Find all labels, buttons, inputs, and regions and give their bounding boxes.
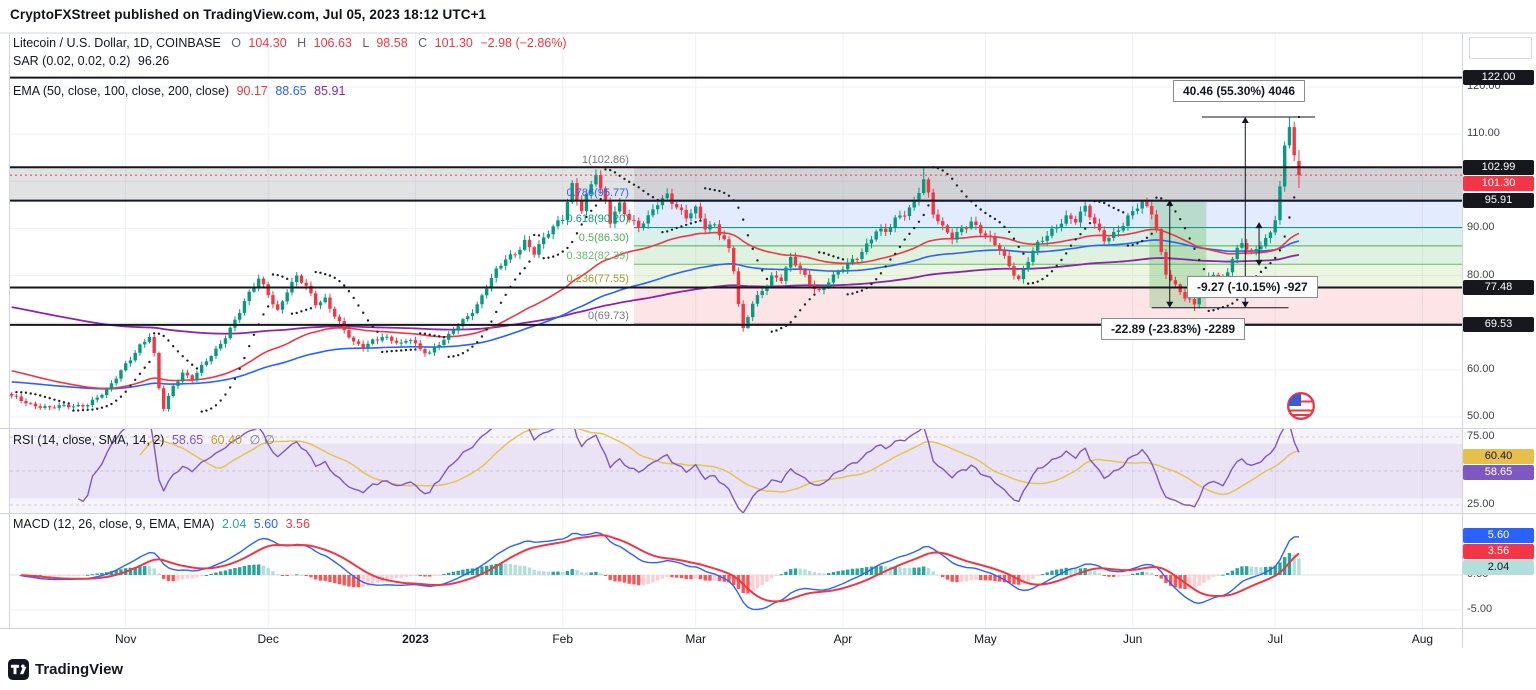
macd-title: MACD (12, 26, close, 9, EMA, EMA) bbox=[13, 517, 215, 531]
ema-title: EMA (50, close, 100, close, 200, close) bbox=[13, 84, 230, 98]
main-series-legend[interactable]: Litecoin / U.S. Dollar, 1D, COINBASE O 1… bbox=[13, 36, 567, 50]
ema-legend[interactable]: EMA (50, close, 100, close, 200, close) … bbox=[13, 84, 345, 98]
rsi-hidden-values: ∅ ∅ bbox=[249, 433, 275, 447]
tradingview-wordmark: TradingView bbox=[35, 661, 124, 678]
measurement-label-pullback[interactable]: -9.27 (-10.15%) -927 bbox=[1187, 276, 1318, 298]
macd-hist-value: 2.04 bbox=[221, 517, 247, 531]
ema200-value: 85.91 bbox=[314, 84, 346, 98]
rsi-value: 58.65 bbox=[171, 433, 204, 447]
ema100-value: 88.65 bbox=[275, 84, 307, 98]
measurement-label-rally[interactable]: 40.46 (55.30%) 4046 bbox=[1173, 80, 1306, 102]
macd-legend[interactable]: MACD (12, 26, close, 9, EMA, EMA) 2.04 5… bbox=[13, 517, 310, 531]
measurement-label-decline[interactable]: -22.89 (-23.83%) -2289 bbox=[1101, 318, 1246, 340]
ohlc-high-label: H bbox=[297, 36, 307, 50]
sar-title: SAR (0.02, 0.02, 0.2) bbox=[13, 54, 131, 68]
ohlc-close-label: C bbox=[418, 36, 428, 50]
macd-line-value: 5.60 bbox=[253, 517, 279, 531]
rsi-title: RSI (14, close, SMA, 14, 2) bbox=[13, 433, 165, 447]
ohlc-high-value: 106.63 bbox=[313, 36, 352, 50]
ohlc-close-value: 101.30 bbox=[434, 36, 473, 50]
tradingview-logo-icon bbox=[8, 659, 29, 680]
macd-signal-value: 3.56 bbox=[285, 517, 310, 531]
fxstreet-logo-icon bbox=[1286, 391, 1316, 426]
series-title: Litecoin / U.S. Dollar, 1D, COINBASE bbox=[13, 36, 221, 50]
ohlc-low-label: L bbox=[362, 36, 369, 50]
attribution-text: CryptoFXStreet published on TradingView.… bbox=[10, 7, 487, 22]
change-value: −2.98 (−2.86%) bbox=[480, 36, 567, 50]
ohlc-open-value: 104.30 bbox=[248, 36, 287, 50]
rsi-sma-value: 60.40 bbox=[210, 433, 242, 447]
rsi-legend[interactable]: RSI (14, close, SMA, 14, 2) 58.65 60.40 … bbox=[13, 432, 275, 447]
ohlc-open-label: O bbox=[231, 36, 241, 50]
corner-toolbar[interactable] bbox=[1469, 37, 1532, 59]
ohlc-low-value: 98.58 bbox=[376, 36, 408, 50]
sar-legend[interactable]: SAR (0.02, 0.02, 0.2) 96.26 bbox=[13, 54, 169, 68]
tradingview-branding[interactable]: TradingView bbox=[8, 659, 123, 680]
ema50-value: 90.17 bbox=[236, 84, 268, 98]
sar-value: 96.26 bbox=[137, 54, 170, 68]
